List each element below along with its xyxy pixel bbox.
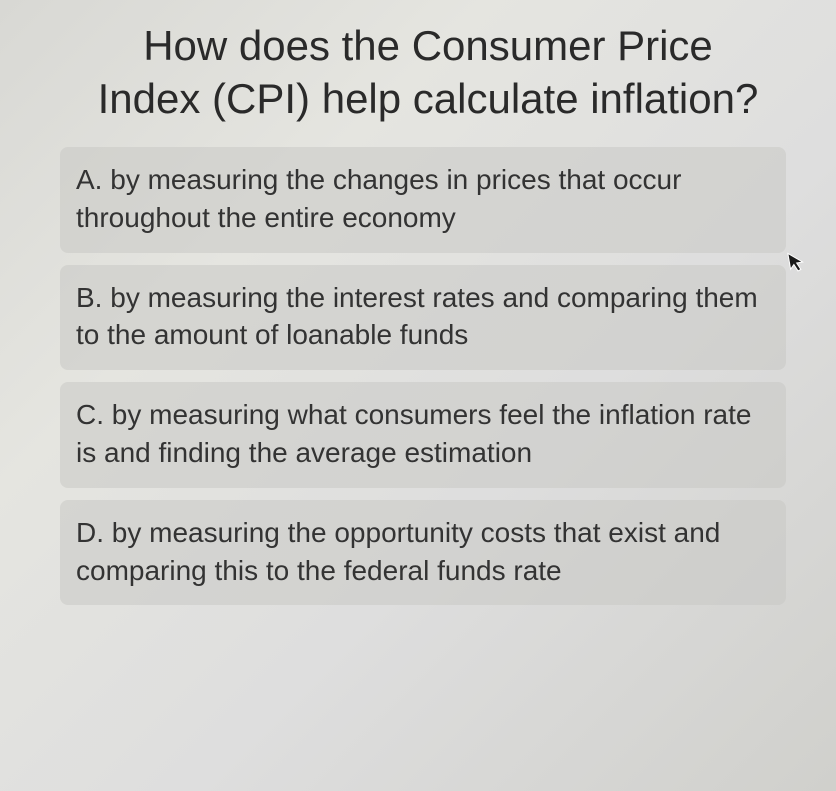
option-b-text: B. by measuring the interest rates and c… (76, 279, 766, 355)
option-a-body: by measuring the changes in prices that … (76, 164, 681, 233)
option-b-body: by measuring the interest rates and comp… (76, 282, 758, 351)
options-container: A. by measuring the changes in prices th… (60, 147, 796, 605)
question-title: How does the Consumer Price Index (CPI) … (60, 20, 796, 125)
option-d-text: D. by measuring the opportunity costs th… (76, 514, 766, 590)
option-a-text: A. by measuring the changes in prices th… (76, 161, 766, 237)
option-b[interactable]: B. by measuring the interest rates and c… (60, 265, 786, 371)
option-c-text: C. by measuring what consumers feel the … (76, 396, 766, 472)
option-c-body: by measuring what consumers feel the inf… (76, 399, 751, 468)
option-d-label: D. (76, 517, 104, 548)
option-a[interactable]: A. by measuring the changes in prices th… (60, 147, 786, 253)
option-d-body: by measuring the opportunity costs that … (76, 517, 720, 586)
option-c[interactable]: C. by measuring what consumers feel the … (60, 382, 786, 488)
option-d[interactable]: D. by measuring the opportunity costs th… (60, 500, 786, 606)
option-c-label: C. (76, 399, 104, 430)
option-b-label: B. (76, 282, 102, 313)
option-a-label: A. (76, 164, 102, 195)
